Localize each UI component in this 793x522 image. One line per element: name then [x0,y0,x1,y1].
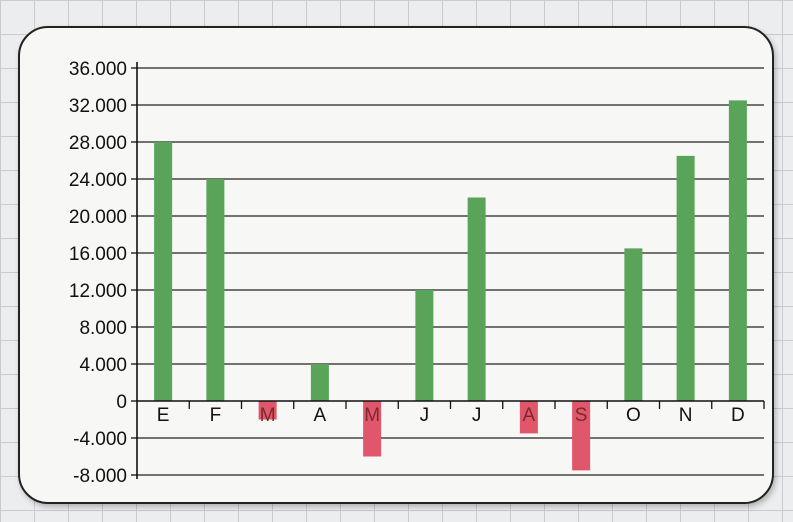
x-tick-label: N [679,405,693,426]
y-tick-label: 36.000 [69,59,127,80]
y-tick-label: 16.000 [69,244,127,265]
y-tick-label: -8.000 [73,466,127,487]
bar-3 [310,364,329,401]
y-tick-label: 32.000 [69,96,127,117]
x-tick-label: E [157,405,170,426]
y-tick-label: 20.000 [69,207,127,228]
x-tick-label: D [731,405,745,426]
x-tick-label: S [575,405,588,426]
x-tick-label: M [260,405,276,426]
bar-7 [519,401,538,434]
y-tick-label: 8.000 [79,318,127,339]
bar-11 [728,100,747,401]
x-tick-label: M [364,405,380,426]
bar-1 [206,179,225,401]
bar-2 [258,401,277,420]
x-tick-label: A [314,405,327,426]
gridlines [137,67,764,476]
y-tick-label: -4.000 [73,429,127,450]
x-tick-label: O [626,405,641,426]
x-tick-label: J [420,405,430,426]
x-tick-label: F [210,405,222,426]
x-tick-label: J [472,405,482,426]
bar-chart: 36.000 32.000 28.000 24.000 20.000 16.000 12.0… [69,59,765,487]
bar-6 [467,197,486,401]
chart-card: 36.000 32.000 28.000 24.000 20.000 16.000 12.0… [18,26,774,504]
y-tick-label: 0 [116,392,127,413]
bar-0 [154,142,173,401]
y-axis-ticks: 36.000 32.000 28.000 24.000 20.000 16.000 12.0… [69,59,137,487]
bar-9 [624,248,643,401]
bar-5 [415,290,434,401]
bar-10 [676,155,695,401]
axes [136,62,764,479]
x-tick-label: A [523,405,536,426]
y-tick-label: 28.000 [69,133,127,154]
bars [154,100,747,471]
bar-8 [572,401,591,471]
bar-4 [363,401,382,457]
y-tick-label: 12.000 [69,281,127,302]
y-tick-label: 4.000 [79,355,127,376]
y-tick-label: 24.000 [69,170,127,191]
